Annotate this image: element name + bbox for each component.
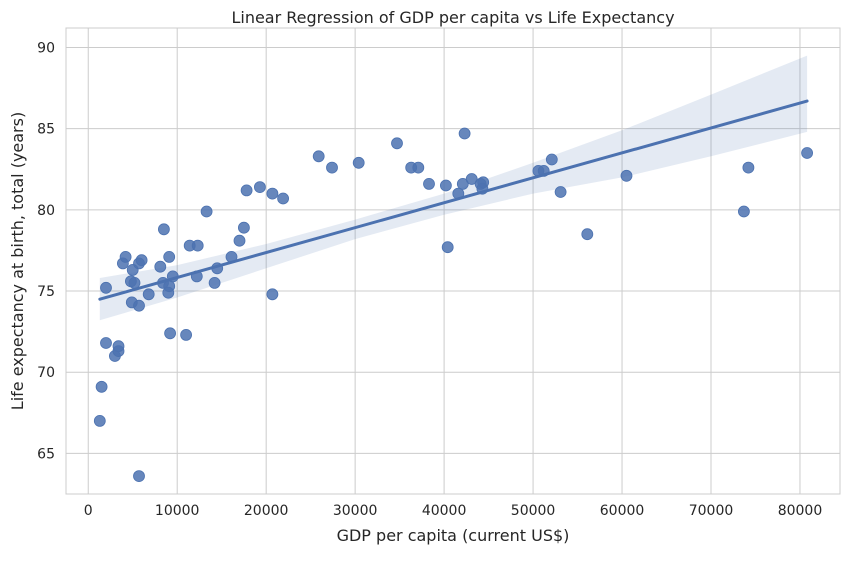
data-points <box>93 127 813 483</box>
data-point <box>554 186 567 198</box>
data-point <box>164 327 177 340</box>
data-point <box>352 156 365 169</box>
data-point <box>95 380 108 393</box>
data-point <box>452 187 465 200</box>
data-point <box>477 176 490 189</box>
data-point <box>119 250 132 263</box>
y-tick-label: 90 <box>37 40 55 56</box>
chart-title: Linear Regression of GDP per capita vs L… <box>231 8 674 27</box>
data-point <box>738 205 750 218</box>
x-tick-label: 0 <box>84 503 93 519</box>
x-tick-label: 80000 <box>778 503 823 519</box>
data-point <box>391 137 403 150</box>
data-point <box>266 187 279 200</box>
x-axis-label: GDP per capita (current US$) <box>337 526 570 545</box>
data-point <box>266 288 279 301</box>
y-tick-label: 80 <box>37 203 55 219</box>
data-point <box>191 239 204 252</box>
data-point <box>142 288 155 301</box>
data-point <box>211 262 224 275</box>
x-tick-label: 70000 <box>689 503 734 519</box>
data-point <box>100 281 112 294</box>
data-point <box>412 161 425 174</box>
data-point <box>163 280 176 293</box>
confidence-band-layer <box>99 55 808 321</box>
data-point <box>93 414 106 427</box>
data-point <box>200 205 213 218</box>
data-point <box>253 181 266 194</box>
y-axis-label: Life expectancy at birth, total (years) <box>8 112 27 410</box>
data-point <box>545 153 558 166</box>
y-tick-label: 75 <box>37 284 55 300</box>
x-tick-label: 10000 <box>155 503 200 519</box>
data-point <box>465 173 478 185</box>
data-point <box>312 150 325 163</box>
data-point <box>240 184 253 197</box>
x-tick-label: 20000 <box>244 503 289 519</box>
confidence-band <box>99 55 808 321</box>
y-tick-label: 70 <box>37 365 55 381</box>
data-point <box>439 179 452 192</box>
data-point <box>163 250 176 263</box>
data-point <box>233 234 246 247</box>
y-tick-label: 65 <box>37 446 55 462</box>
data-point <box>112 340 125 353</box>
x-tick-label: 30000 <box>333 503 378 519</box>
data-point <box>180 328 193 341</box>
data-point <box>801 147 813 159</box>
data-point <box>581 228 594 241</box>
data-point <box>190 270 203 283</box>
x-tick-label: 50000 <box>511 503 556 519</box>
data-point <box>326 161 338 174</box>
data-point <box>128 276 141 289</box>
x-tick-label: 60000 <box>600 503 645 519</box>
data-point <box>166 270 179 283</box>
y-tick-label: 85 <box>37 122 55 138</box>
data-point <box>277 192 290 205</box>
data-point <box>133 299 145 312</box>
data-point <box>537 164 550 177</box>
data-point <box>423 177 435 190</box>
data-point <box>620 169 633 182</box>
data-point <box>742 161 755 174</box>
data-point <box>237 221 250 234</box>
data-point <box>100 337 112 349</box>
data-point <box>133 470 145 483</box>
data-point <box>154 260 167 273</box>
x-tick-label: 40000 <box>422 503 467 519</box>
tick-labels: 0 10000 20000 30000 40000 50000 60000 70000 8000… <box>37 40 822 519</box>
data-point <box>208 276 221 289</box>
data-point <box>458 127 471 140</box>
data-point <box>157 223 170 236</box>
data-point <box>456 177 469 190</box>
data-point <box>441 241 454 254</box>
data-point <box>135 254 148 267</box>
data-point <box>225 250 238 263</box>
